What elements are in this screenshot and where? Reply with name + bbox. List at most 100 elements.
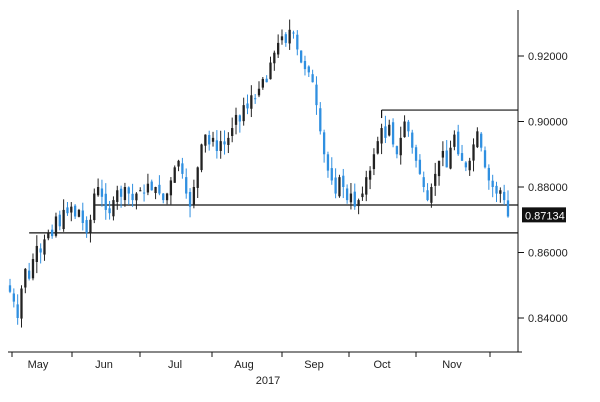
candle-body (16, 304, 19, 318)
candle-body (250, 95, 253, 109)
candle-body (480, 133, 483, 148)
candle-body (414, 147, 418, 161)
candle-body (43, 239, 46, 255)
candle-body (50, 229, 54, 237)
candle-body (254, 98, 257, 100)
candle-body (131, 193, 134, 201)
candle-body (399, 137, 402, 156)
candle-body (345, 188, 349, 201)
candle-body (292, 32, 295, 34)
candle-body (391, 122, 395, 145)
candle-body (146, 183, 150, 193)
candle-body (93, 193, 96, 221)
candle-body (112, 200, 115, 217)
candle-body (62, 209, 65, 230)
candle-body (219, 141, 222, 151)
candle-body (434, 173, 437, 186)
candle-body (200, 144, 203, 171)
candle-body (476, 131, 479, 148)
x-tick-label: Jul (168, 359, 182, 371)
candle-body (472, 144, 475, 161)
candle-body (58, 214, 61, 227)
candle-body (135, 193, 138, 201)
candle-body (299, 50, 303, 63)
candle-body (361, 193, 364, 198)
candle-body (418, 159, 422, 174)
candle-body (437, 160, 441, 177)
candles (8, 19, 510, 328)
x-axis-year-label: 2017 (256, 375, 280, 387)
candle-body (368, 170, 372, 180)
y-tick-label: 0.86000 (528, 248, 568, 260)
candle-body (445, 150, 448, 168)
candle-body (487, 167, 490, 181)
candle-body (208, 134, 211, 145)
candle-body (483, 150, 487, 168)
candle-body (139, 190, 142, 192)
candle-body (119, 188, 123, 197)
candle-body (54, 216, 58, 236)
candle-body (104, 193, 107, 210)
candle-body (426, 190, 429, 201)
candle-body (338, 177, 341, 197)
x-tick-label: May (28, 359, 49, 371)
candle-body (28, 270, 31, 279)
candle-body (499, 190, 502, 194)
candle-body (177, 160, 180, 167)
candle-body (24, 268, 27, 288)
y-tick-label: 0.84000 (528, 313, 568, 325)
candle-body (342, 175, 345, 187)
candle-body (89, 219, 92, 233)
candle-body (319, 108, 322, 132)
candle-body (353, 191, 356, 207)
candle-body (96, 187, 100, 196)
candle-body (238, 115, 241, 122)
candle-body (12, 293, 15, 302)
candle-body (457, 131, 460, 155)
candle-body (261, 78, 264, 88)
candle-body (39, 248, 42, 253)
candle-body (185, 177, 188, 194)
candle-body (154, 187, 157, 194)
y-tick-label: 0.90000 (528, 117, 568, 129)
candle-body (227, 137, 230, 145)
candle-body (380, 128, 383, 144)
candle-body (204, 134, 207, 146)
y-tick-label: 0.88000 (528, 182, 568, 194)
candle-body (453, 134, 456, 147)
candle-body (188, 191, 192, 207)
candle-body (215, 140, 219, 151)
candle-body (273, 52, 276, 64)
candle-body (372, 154, 376, 170)
candle-body (150, 181, 153, 191)
candle-body (411, 132, 414, 148)
candle-body (127, 187, 130, 194)
y-axis-ticks: 0.84000 0.86000 0.88000 0.90000 0.92000 (517, 10, 568, 352)
candle-body (269, 62, 272, 80)
candle-body (296, 34, 299, 50)
candle-body (464, 162, 468, 168)
candle-body (407, 121, 410, 132)
x-axis-ticks: May Jun Jul Aug Sep Oct Nov (11, 352, 491, 371)
candle-body (491, 180, 494, 187)
x-tick-label: Oct (373, 359, 390, 371)
x-tick-label: Nov (442, 359, 462, 371)
candle-body (460, 153, 464, 161)
candle-body (47, 232, 50, 239)
candle-body (495, 185, 498, 194)
candle-body (70, 206, 73, 213)
x-tick-label: Sep (304, 359, 324, 371)
candle-body (181, 163, 184, 174)
candle-body (123, 187, 127, 201)
candle-body (158, 184, 161, 194)
candle-body (277, 42, 280, 55)
x-tick-label: Aug (234, 359, 254, 371)
candle-body (165, 193, 169, 201)
candle-body (231, 128, 234, 136)
candle-body (388, 124, 391, 136)
candle-body (192, 187, 196, 206)
y-tick-label: 0.92000 (528, 51, 568, 63)
candle-body (100, 188, 104, 197)
candle-body (395, 146, 399, 155)
